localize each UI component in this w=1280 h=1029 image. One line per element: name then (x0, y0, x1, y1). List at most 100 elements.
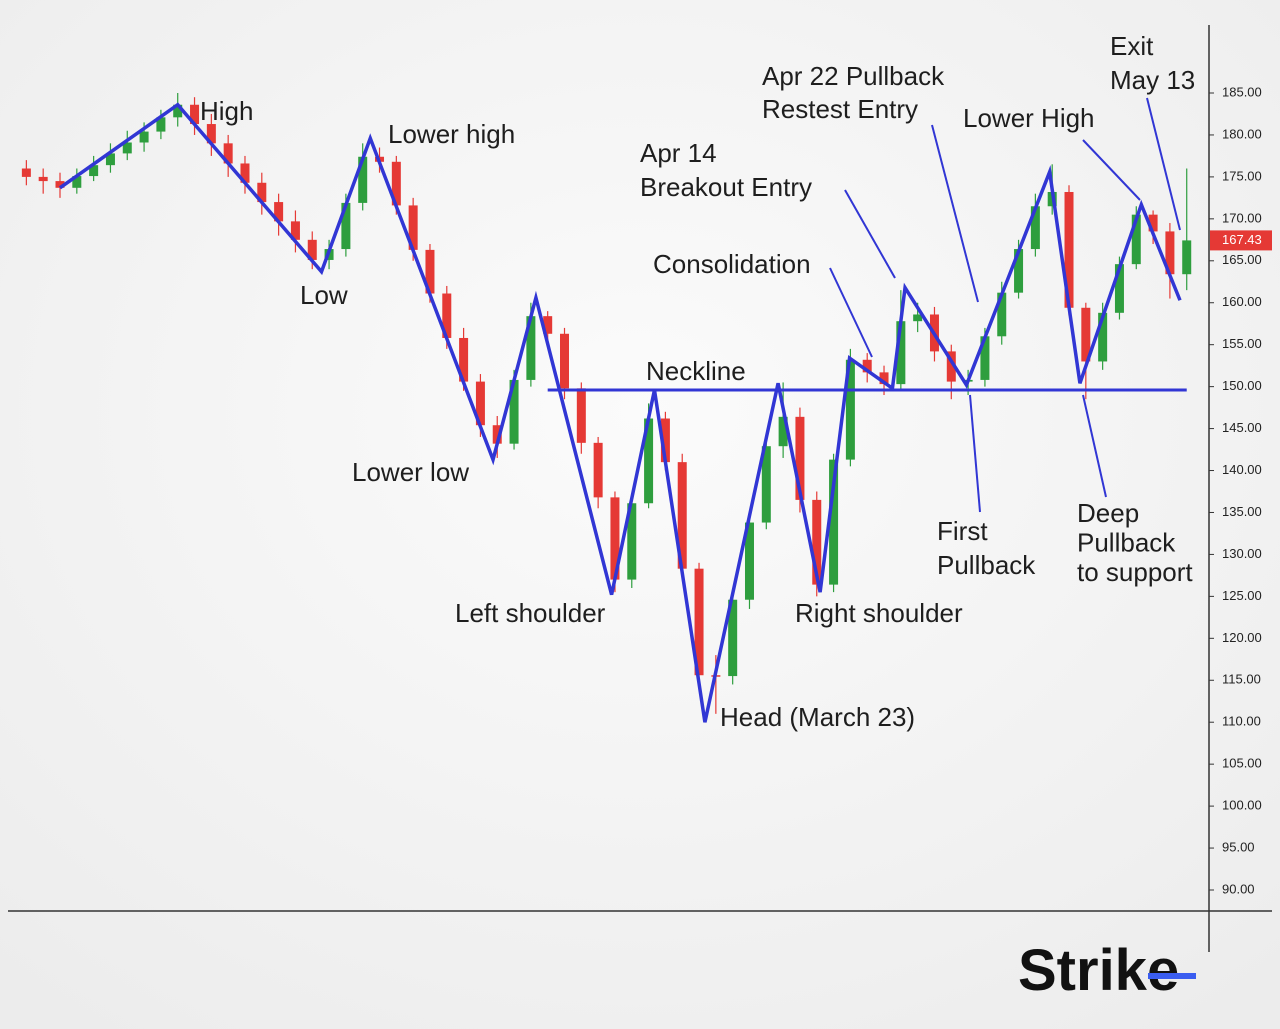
y-tick-label: 100.00 (1222, 798, 1262, 813)
annotation-text: Apr 14 (640, 138, 717, 168)
candle-body (240, 163, 250, 183)
candle-body (1182, 240, 1192, 275)
y-tick-label: 150.00 (1222, 378, 1262, 393)
y-tick-label: 105.00 (1222, 756, 1262, 771)
annotation-text: Left shoulder (455, 598, 606, 628)
candle-body (459, 337, 469, 382)
annotation-text: Pullback (937, 550, 1036, 580)
y-tick-label: 160.00 (1222, 294, 1262, 309)
candle-body (492, 425, 502, 444)
annotation-pointer (844, 189, 896, 279)
annotation-text: Head (March 23) (720, 702, 915, 732)
candle-body (122, 142, 132, 154)
zigzag-line (58, 102, 1182, 723)
annotation: Lower high (388, 119, 515, 149)
candle-body (1030, 206, 1040, 250)
y-tick-label: 135.00 (1222, 504, 1262, 519)
annotation-pointer (829, 267, 873, 358)
candle-body (257, 182, 267, 203)
candle-body (156, 117, 166, 132)
candle-body (1114, 264, 1124, 313)
annotation-text: Lower high (388, 119, 515, 149)
candle-body (744, 522, 754, 600)
y-tick-label: 95.00 (1222, 839, 1255, 854)
candle-body (913, 314, 923, 322)
annotation-pointer (1146, 97, 1181, 231)
annotation: High (200, 96, 253, 126)
candle-body (274, 202, 284, 222)
annotation: Right shoulder (795, 598, 963, 628)
candle-body (509, 379, 519, 444)
candle-body (862, 359, 872, 373)
y-tick-label: 165.00 (1222, 252, 1262, 267)
candle-body (980, 336, 990, 380)
candle-body (206, 124, 216, 144)
candle-body (38, 176, 48, 182)
candle-body (21, 168, 31, 177)
candle-body (105, 153, 115, 166)
price-label: 167.43 (1222, 232, 1262, 247)
annotation: Left shoulder (455, 598, 606, 628)
candle-body (358, 156, 368, 203)
candle-body (1081, 307, 1091, 362)
annotation-pointer (931, 124, 979, 303)
candle-body (812, 499, 822, 585)
annotation-text: May 13 (1110, 65, 1195, 95)
y-tick-label: 185.00 (1222, 84, 1262, 99)
candle-body (829, 459, 839, 585)
annotation-text: Restest Entry (762, 94, 918, 124)
candle-body (475, 381, 485, 426)
y-tick-label: 170.00 (1222, 210, 1262, 225)
candle-body (223, 143, 233, 164)
candle-body (845, 359, 855, 460)
candle-body (139, 131, 149, 143)
candle-body (560, 333, 570, 389)
candle-body (72, 176, 82, 188)
candle-body (593, 442, 603, 498)
candle-body (778, 416, 788, 447)
candle-body (694, 568, 704, 676)
candle-body (610, 497, 620, 580)
candle-body (644, 418, 654, 504)
y-tick-label: 90.00 (1222, 881, 1255, 896)
candle-body (1165, 231, 1175, 275)
annotation: Consolidation (653, 249, 873, 358)
annotation-text: Deep (1077, 498, 1139, 528)
annotation-text: Right shoulder (795, 598, 963, 628)
candle-body (307, 239, 317, 260)
candle-body (677, 462, 687, 569)
annotation: First Pullback (937, 394, 1036, 580)
candle-body (896, 321, 906, 385)
annotation: Lower High (963, 103, 1141, 201)
annotation-pointer (1082, 394, 1107, 498)
candle-body (55, 181, 65, 188)
y-tick-label: 120.00 (1222, 630, 1262, 645)
candle-body (543, 316, 553, 334)
y-tick-label: 155.00 (1222, 336, 1262, 351)
candle-body (761, 446, 771, 523)
candle-body (627, 503, 637, 580)
brand: Strike (1018, 938, 1179, 1003)
y-tick-label: 125.00 (1222, 588, 1262, 603)
annotation-pointer (969, 394, 981, 513)
annotation: Head (March 23) (720, 702, 915, 732)
candle-body (89, 165, 99, 177)
candle-body (391, 161, 401, 206)
candle-body (1148, 214, 1158, 232)
candle-body (576, 388, 586, 443)
candle-body (442, 293, 452, 338)
annotation: Low (300, 280, 348, 310)
y-tick-label: 110.00 (1222, 714, 1261, 729)
y-tick-label: 145.00 (1222, 420, 1262, 435)
y-tick-label: 130.00 (1222, 546, 1262, 561)
annotation-text: Low (300, 280, 348, 310)
annotation-text: Pullback (1077, 528, 1176, 558)
candle-body (795, 416, 805, 500)
candle-body (173, 104, 183, 118)
candle-body (1014, 249, 1024, 293)
